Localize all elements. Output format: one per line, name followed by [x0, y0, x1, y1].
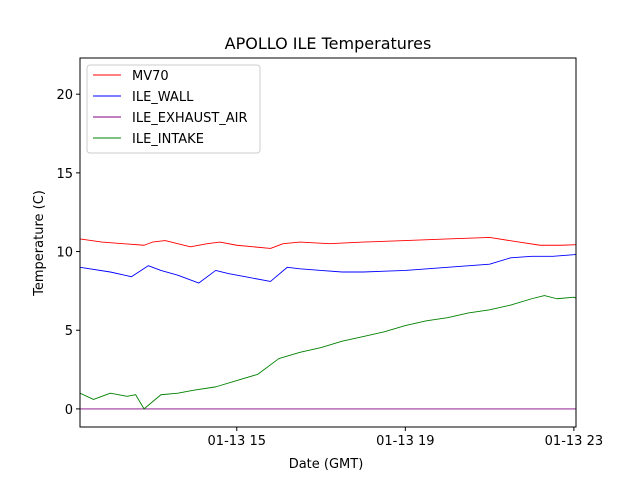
legend-label: MV70	[132, 69, 169, 84]
x-tick-label: 01-13 23	[545, 434, 603, 449]
series-line-mv70	[80, 236, 576, 249]
y-axis-label: Temperature (C)	[32, 190, 47, 297]
legend-label: ILE_INTAKE	[132, 132, 204, 147]
y-tick-label: 0	[65, 403, 73, 418]
plot-frame	[79, 57, 577, 428]
y-tick-label: 5	[65, 324, 73, 339]
y-tick-label: 15	[56, 167, 73, 182]
legend-frame	[86, 64, 261, 154]
series-line-ile-intake	[80, 295, 576, 410]
y-axis: 0 5 10 15 20	[56, 88, 80, 418]
y-tick-label: 20	[56, 88, 73, 103]
x-tick-label: 01-13 15	[208, 434, 266, 449]
chart-title: APOLLO ILE Temperatures	[225, 34, 432, 53]
x-tick-label: 01-13 19	[376, 434, 434, 449]
legend: MV70 ILE_WALL ILE_EXHAUST_AIR ILE_INTAKE	[86, 64, 261, 154]
series-layer	[80, 236, 576, 410]
y-tick-label: 10	[56, 246, 73, 261]
legend-label: ILE_EXHAUST_AIR	[132, 111, 248, 126]
legend-label: ILE_WALL	[132, 90, 194, 105]
x-axis-label: Date (GMT)	[289, 457, 364, 472]
series-line-ile-wall	[80, 253, 576, 284]
